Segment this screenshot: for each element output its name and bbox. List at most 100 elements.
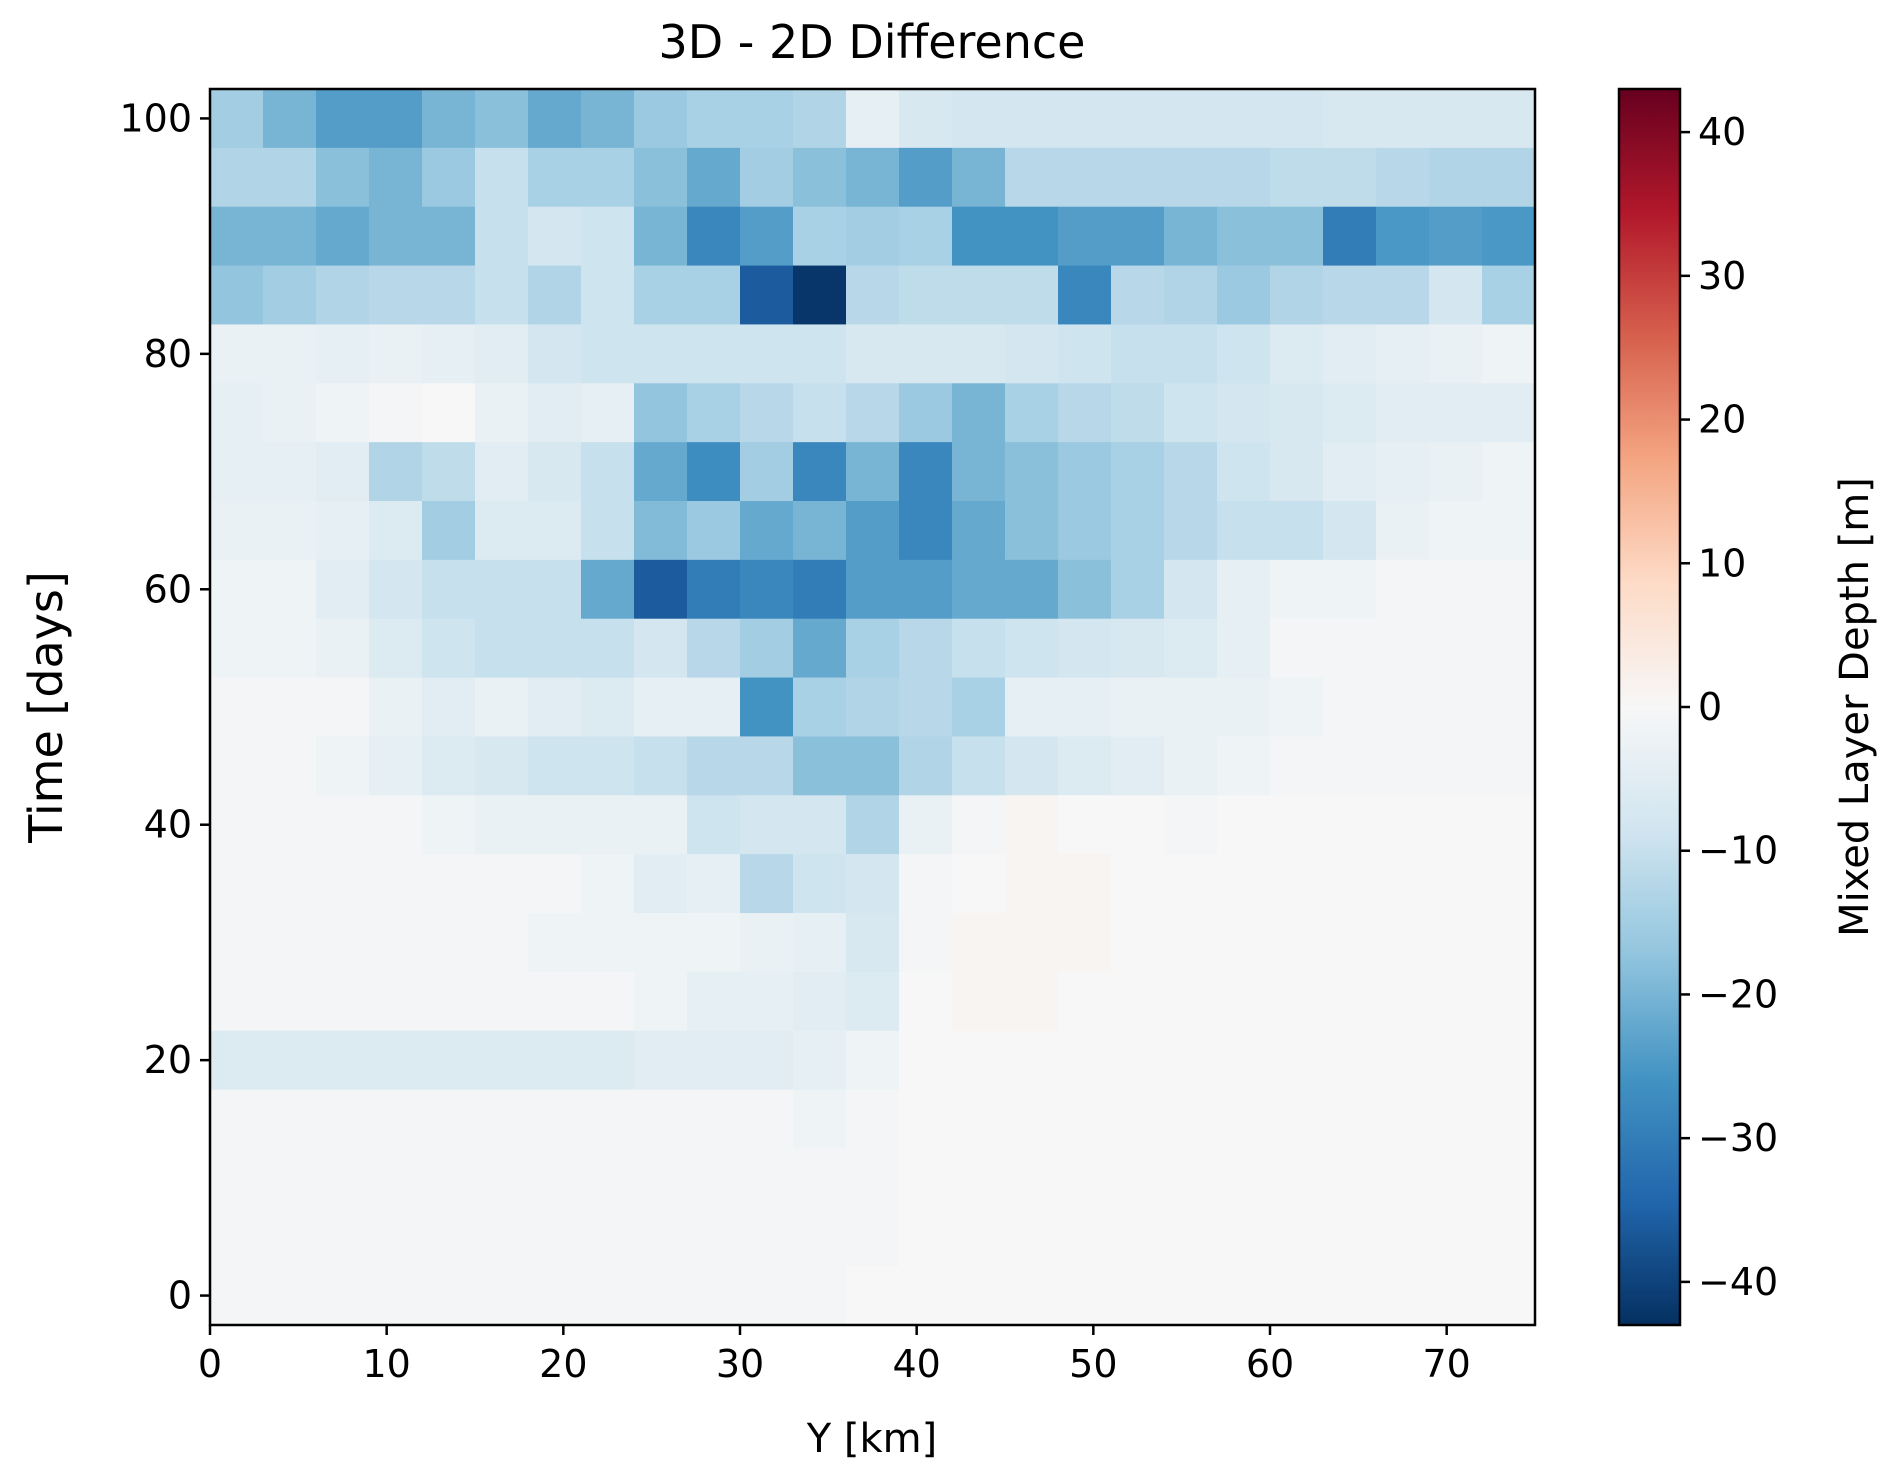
heatmap-cell: [1217, 89, 1271, 149]
heatmap-cell: [316, 736, 370, 796]
heatmap-cell: [899, 206, 953, 267]
heatmap-cell: [528, 206, 582, 267]
heatmap-cell: [1270, 1030, 1324, 1091]
heatmap-cell: [687, 971, 741, 1032]
heatmap-cell: [1005, 501, 1059, 561]
heatmap-cell: [1217, 913, 1271, 973]
heatmap-cell: [210, 501, 264, 561]
heatmap-cell: [740, 1266, 794, 1326]
heatmap-cell: [369, 1266, 423, 1326]
heatmap-cell: [1005, 383, 1059, 443]
heatmap-cell: [422, 1030, 476, 1091]
heatmap-cell: [369, 1089, 423, 1150]
heatmap-cell: [1376, 1266, 1430, 1326]
heatmap-cell: [210, 736, 264, 796]
heatmap-cell: [1270, 854, 1324, 914]
heatmap-cell: [687, 383, 741, 443]
heatmap-cell: [793, 618, 847, 679]
heatmap-cell: [1005, 147, 1059, 208]
heatmap-cell: [899, 265, 953, 326]
heatmap-cell: [634, 1089, 688, 1150]
colorbar-tick-label: 40: [1698, 110, 1746, 154]
heatmap-cell: [1005, 1030, 1059, 1091]
heatmap-cell: [1111, 1148, 1165, 1208]
heatmap-cell: [1429, 854, 1483, 914]
heatmap-cell: [634, 795, 688, 855]
heatmap-cell: [1058, 1089, 1112, 1150]
heatmap-cell: [1111, 971, 1165, 1032]
colorbar-tick-label: 0: [1698, 685, 1722, 729]
heatmap-cell: [528, 1148, 582, 1208]
x-tick-label: 60: [1246, 1342, 1294, 1386]
heatmap-cell: [1111, 559, 1165, 620]
heatmap-cell: [475, 1266, 529, 1326]
heatmap-cell: [952, 501, 1006, 561]
heatmap-cell: [1323, 1266, 1377, 1326]
x-axis-ticks: 0 10 20 30 40 50 60 70: [198, 1325, 1471, 1386]
heatmap-cell: [369, 206, 423, 267]
heatmap-cell: [263, 383, 317, 443]
heatmap-cell: [1429, 147, 1483, 208]
heatmap-cell: [1217, 324, 1271, 384]
heatmap-cell: [1429, 1148, 1483, 1208]
heatmap-cell: [1217, 265, 1271, 326]
heatmap-cell: [581, 324, 635, 384]
heatmap-cell: [528, 559, 582, 620]
heatmap-cell: [1164, 442, 1218, 502]
heatmap-cell: [528, 1207, 582, 1267]
heatmap-cell: [846, 324, 900, 384]
heatmap-cell: [1111, 854, 1165, 914]
heatmap-cell: [528, 795, 582, 855]
heatmap-cell: [1164, 854, 1218, 914]
heatmap-cell: [1270, 736, 1324, 796]
heatmap-cell: [1323, 501, 1377, 561]
heatmap-cell: [1376, 1089, 1430, 1150]
heatmap-cell: [1217, 1266, 1271, 1326]
heatmap-cell: [952, 147, 1006, 208]
heatmap-cell: [952, 913, 1006, 973]
heatmap-cell: [369, 854, 423, 914]
heatmap-cell: [1482, 618, 1536, 679]
x-tick-label: 40: [892, 1342, 940, 1386]
heatmap-cell: [1270, 1148, 1324, 1208]
heatmap-cell: [1270, 618, 1324, 679]
heatmap-cell: [581, 147, 635, 208]
heatmap-cell: [369, 1207, 423, 1267]
heatmap-cell: [952, 89, 1006, 149]
heatmap-cell: [1111, 147, 1165, 208]
heatmap-cell: [634, 1030, 688, 1091]
heatmap-cell: [952, 618, 1006, 679]
heatmap-cell: [316, 265, 370, 326]
heatmap-cell: [952, 736, 1006, 796]
heatmap-cell: [263, 89, 317, 149]
heatmap-cell: [1164, 559, 1218, 620]
heatmap-cell: [846, 89, 900, 149]
heatmap-cell: [1164, 618, 1218, 679]
heatmap-cell: [952, 1089, 1006, 1150]
heatmap-cell: [1005, 618, 1059, 679]
heatmap-cell: [263, 206, 317, 267]
heatmap-cell: [422, 618, 476, 679]
heatmap-cell: [1217, 677, 1271, 738]
heatmap-cell: [899, 913, 953, 973]
heatmap-cell: [899, 1266, 953, 1326]
heatmap-cell: [1058, 1207, 1112, 1267]
heatmap-cell: [793, 913, 847, 973]
heatmap-cell: [899, 147, 953, 208]
heatmap-cell: [422, 1266, 476, 1326]
colorbar-ticks: 40 30 20 10 0 −10 −20 −30 −40: [1680, 110, 1778, 1304]
heatmap-cell: [740, 1207, 794, 1267]
heatmap-cell: [422, 206, 476, 267]
heatmap-cell: [1164, 1030, 1218, 1091]
heatmap-cell: [793, 501, 847, 561]
heatmap-cell: [369, 383, 423, 443]
heatmap-cell: [1217, 1148, 1271, 1208]
heatmap-cell: [1058, 147, 1112, 208]
heatmap-cell: [581, 854, 635, 914]
heatmap-cell: [1270, 677, 1324, 738]
heatmap-cell: [1376, 618, 1430, 679]
heatmap-cell: [1323, 971, 1377, 1032]
heatmap-cell: [846, 913, 900, 973]
x-tick-label: 0: [198, 1342, 222, 1386]
